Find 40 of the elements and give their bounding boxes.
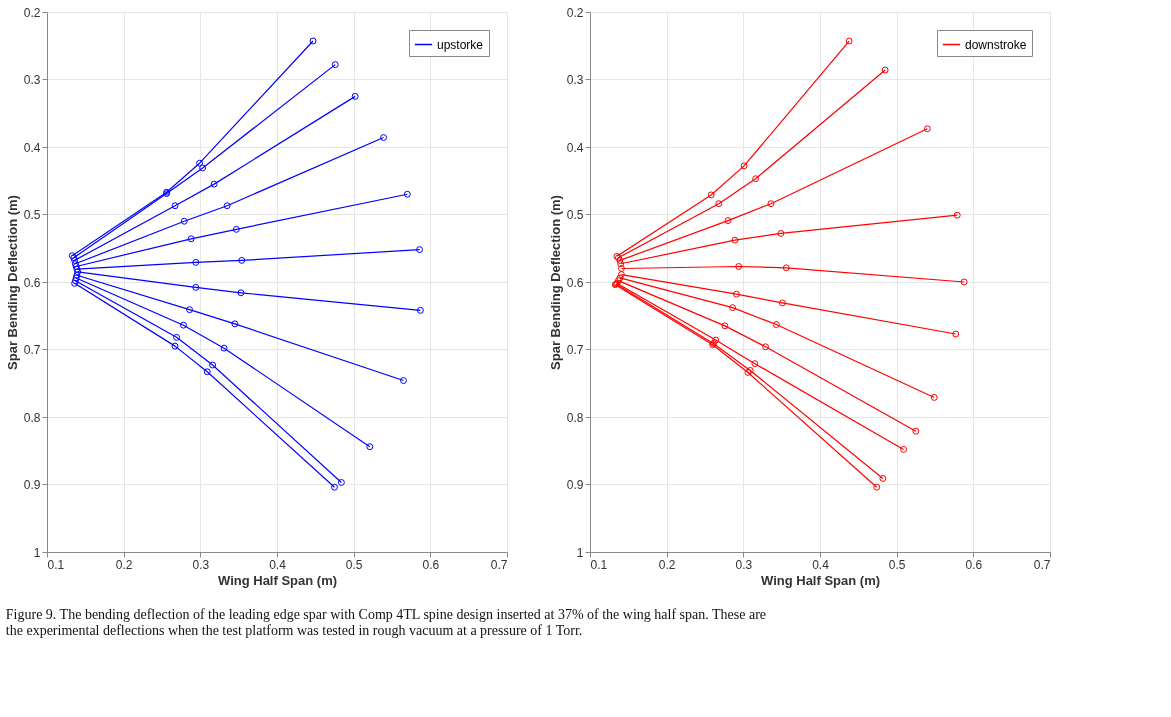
y-tick-label: 0.2 bbox=[23, 5, 41, 20]
y-tick-label: 0.6 bbox=[23, 275, 41, 290]
y-axis-title: Spar Bending Deflection (m) bbox=[547, 195, 563, 370]
y-tick-label: 0.7 bbox=[566, 343, 584, 357]
y-tick-label: 1 bbox=[576, 545, 584, 560]
x-tick-label: 0.2 bbox=[115, 557, 133, 572]
x-tick-label: 0.2 bbox=[658, 557, 676, 572]
legend-label: upstorke bbox=[437, 37, 484, 52]
caption: Figure 9. The bending deflection of the leading edge spar with Comp 4TL spine design inserted at 37% of the wing half span. These are bbox=[5, 606, 767, 622]
y-tick-label: 0.8 bbox=[566, 410, 584, 425]
y-tick-label: 0.6 bbox=[566, 275, 584, 290]
y-tick-label: 0.7 bbox=[23, 343, 41, 357]
y-tick-label: 0.9 bbox=[23, 478, 41, 492]
x-tick-label: 0.4 bbox=[812, 557, 830, 572]
y-tick-label: 0.4 bbox=[23, 140, 41, 155]
x-axis-title: Wing Half Span (m) bbox=[217, 572, 338, 588]
x-tick-label: 0.6 bbox=[422, 557, 440, 572]
x-tick-label: 0.7 bbox=[1033, 557, 1051, 572]
x-tick-label: 0.4 bbox=[269, 557, 287, 572]
y-tick-label: 0.5 bbox=[23, 208, 41, 222]
y-tick-label: 1 bbox=[33, 545, 41, 560]
y-tick-label: 0.9 bbox=[566, 478, 584, 492]
x-axis-title: Wing Half Span (m) bbox=[760, 572, 881, 588]
y-tick-label: 0.3 bbox=[566, 73, 584, 87]
x-tick-label: 0.5 bbox=[345, 557, 363, 572]
x-tick-label: 0.5 bbox=[888, 557, 906, 572]
x-tick-label: 0.3 bbox=[192, 557, 210, 572]
y-tick-label: 0.8 bbox=[23, 410, 41, 425]
text: the experimental deflections when the test platform was tested in rough vacuum at a pressure of 1 Torr. bbox=[5, 622, 583, 638]
y-tick-label: 0.3 bbox=[23, 73, 41, 87]
y-tick-label: 0.4 bbox=[566, 140, 584, 155]
y-axis-title: Spar Bending Deflection (m) bbox=[4, 195, 20, 370]
y-tick-label: 0.5 bbox=[566, 208, 584, 222]
x-tick-label: 0.1 bbox=[47, 557, 65, 572]
x-tick-label: 0.7 bbox=[490, 557, 508, 572]
y-tick-label: 0.2 bbox=[566, 5, 584, 20]
x-tick-label: 0.6 bbox=[965, 557, 983, 572]
x-tick-label: 0.3 bbox=[735, 557, 753, 572]
legend-label: downstroke bbox=[965, 37, 1027, 52]
x-tick-label: 0.1 bbox=[590, 557, 608, 572]
